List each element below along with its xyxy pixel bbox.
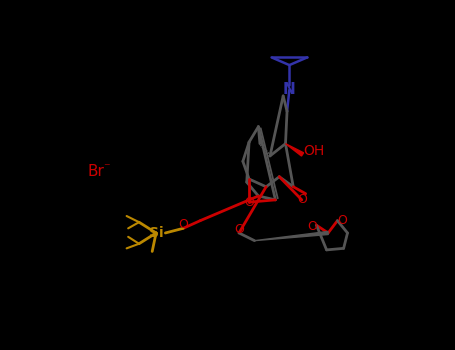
Polygon shape — [285, 144, 303, 156]
Text: N: N — [283, 82, 296, 97]
Text: OH: OH — [303, 144, 324, 158]
Text: O: O — [234, 223, 244, 236]
Text: Br: Br — [87, 164, 104, 179]
Text: ⁻: ⁻ — [103, 161, 110, 174]
Text: O: O — [307, 220, 317, 233]
Text: O: O — [297, 193, 307, 206]
Text: O: O — [178, 218, 188, 231]
Polygon shape — [254, 231, 329, 241]
Text: O: O — [337, 214, 347, 227]
Text: O: O — [244, 196, 254, 209]
Text: Si: Si — [149, 226, 163, 240]
